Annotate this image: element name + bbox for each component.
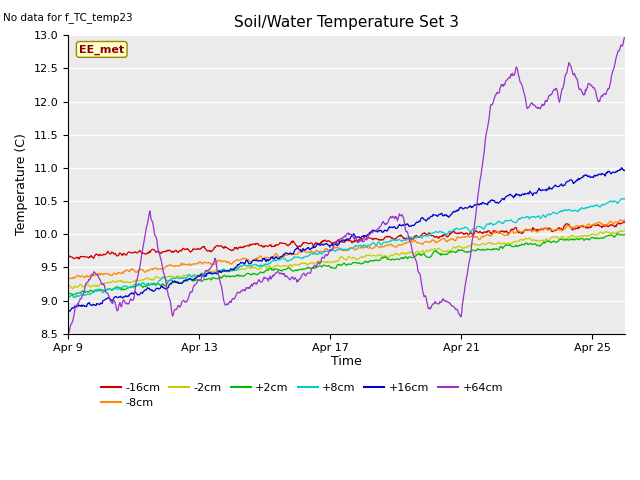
+2cm: [491, 246, 499, 252]
-2cm: [353, 256, 361, 262]
-16cm: [353, 238, 361, 243]
+8cm: [621, 195, 629, 201]
+2cm: [129, 284, 136, 289]
-2cm: [140, 277, 148, 283]
-2cm: [491, 241, 499, 247]
+64cm: [400, 215, 408, 221]
+64cm: [140, 243, 147, 249]
+64cm: [621, 35, 629, 41]
-16cm: [620, 219, 628, 225]
+64cm: [177, 302, 184, 308]
-16cm: [64, 254, 72, 260]
+16cm: [128, 290, 136, 296]
-8cm: [140, 267, 147, 273]
+8cm: [71, 295, 79, 300]
+64cm: [620, 35, 628, 41]
+8cm: [401, 237, 408, 243]
+16cm: [177, 280, 184, 286]
-8cm: [177, 262, 184, 268]
Line: +16cm: +16cm: [68, 168, 625, 312]
-8cm: [353, 247, 360, 252]
+8cm: [129, 284, 136, 290]
+2cm: [353, 260, 361, 266]
+2cm: [178, 280, 186, 286]
-8cm: [621, 217, 629, 223]
+64cm: [490, 97, 498, 103]
-16cm: [491, 228, 499, 234]
+16cm: [353, 234, 360, 240]
Title: Soil/Water Temperature Set 3: Soil/Water Temperature Set 3: [234, 15, 459, 30]
-16cm: [178, 248, 186, 254]
-8cm: [400, 241, 408, 247]
Text: EE_met: EE_met: [79, 44, 124, 55]
-2cm: [69, 286, 77, 292]
+64cm: [64, 332, 72, 337]
+16cm: [621, 168, 629, 173]
Line: -16cm: -16cm: [68, 222, 625, 259]
Line: +8cm: +8cm: [68, 198, 625, 298]
-2cm: [401, 251, 408, 257]
Line: -8cm: -8cm: [68, 219, 625, 279]
Line: -2cm: -2cm: [68, 230, 625, 289]
+2cm: [614, 230, 621, 236]
+64cm: [128, 297, 136, 303]
Line: +2cm: +2cm: [68, 233, 625, 295]
-2cm: [178, 274, 186, 279]
+2cm: [70, 292, 77, 298]
+8cm: [64, 294, 72, 300]
-16cm: [621, 219, 629, 225]
-16cm: [401, 235, 408, 241]
+2cm: [64, 290, 72, 296]
+8cm: [140, 281, 148, 287]
+2cm: [401, 255, 408, 261]
+16cm: [618, 165, 625, 170]
-2cm: [129, 279, 136, 285]
+8cm: [353, 244, 361, 250]
Line: +64cm: +64cm: [68, 38, 625, 335]
+64cm: [353, 236, 360, 242]
+8cm: [491, 221, 499, 227]
+16cm: [400, 223, 408, 228]
Text: No data for f_TC_temp23: No data for f_TC_temp23: [3, 12, 133, 23]
Legend: -16cm, -8cm, -2cm, +2cm, +8cm, +16cm, +64cm: -16cm, -8cm, -2cm, +2cm, +8cm, +16cm, +6…: [97, 378, 508, 412]
+2cm: [140, 284, 148, 289]
-8cm: [64, 276, 72, 282]
+8cm: [178, 276, 186, 281]
-8cm: [490, 229, 498, 235]
-16cm: [140, 251, 148, 256]
-8cm: [128, 266, 136, 272]
Y-axis label: Temperature (C): Temperature (C): [15, 133, 28, 236]
+16cm: [64, 309, 72, 315]
-8cm: [617, 216, 625, 222]
-16cm: [129, 250, 136, 256]
X-axis label: Time: Time: [331, 355, 362, 368]
+16cm: [490, 198, 498, 204]
+16cm: [140, 289, 147, 295]
-16cm: [75, 256, 83, 262]
+2cm: [621, 231, 629, 237]
-2cm: [64, 283, 72, 289]
-2cm: [621, 228, 629, 233]
